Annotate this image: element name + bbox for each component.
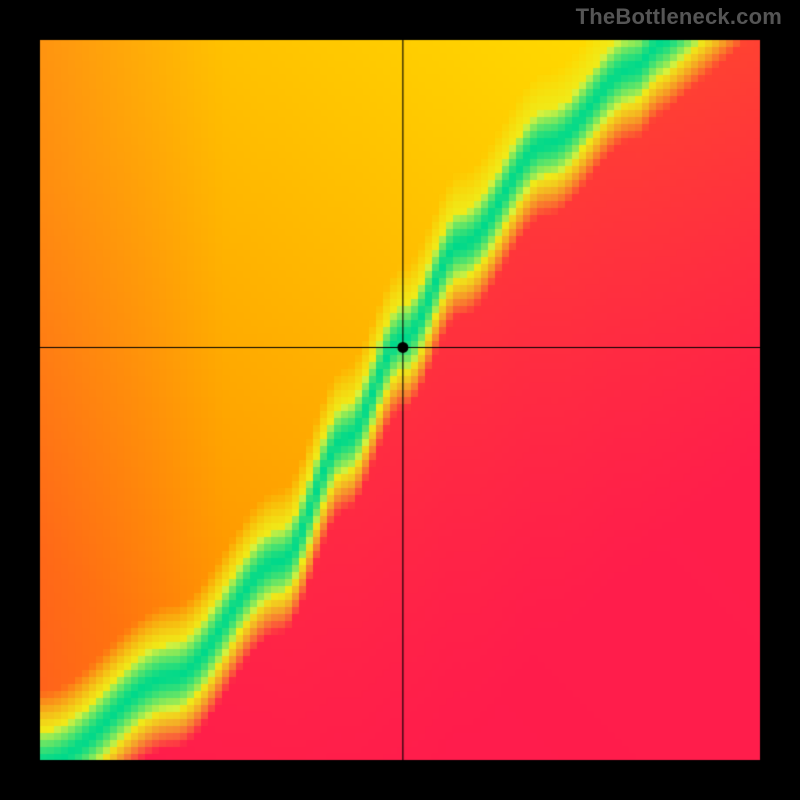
heatmap-canvas (0, 0, 800, 800)
chart-container: TheBottleneck.com (0, 0, 800, 800)
watermark-text: TheBottleneck.com (576, 4, 782, 30)
